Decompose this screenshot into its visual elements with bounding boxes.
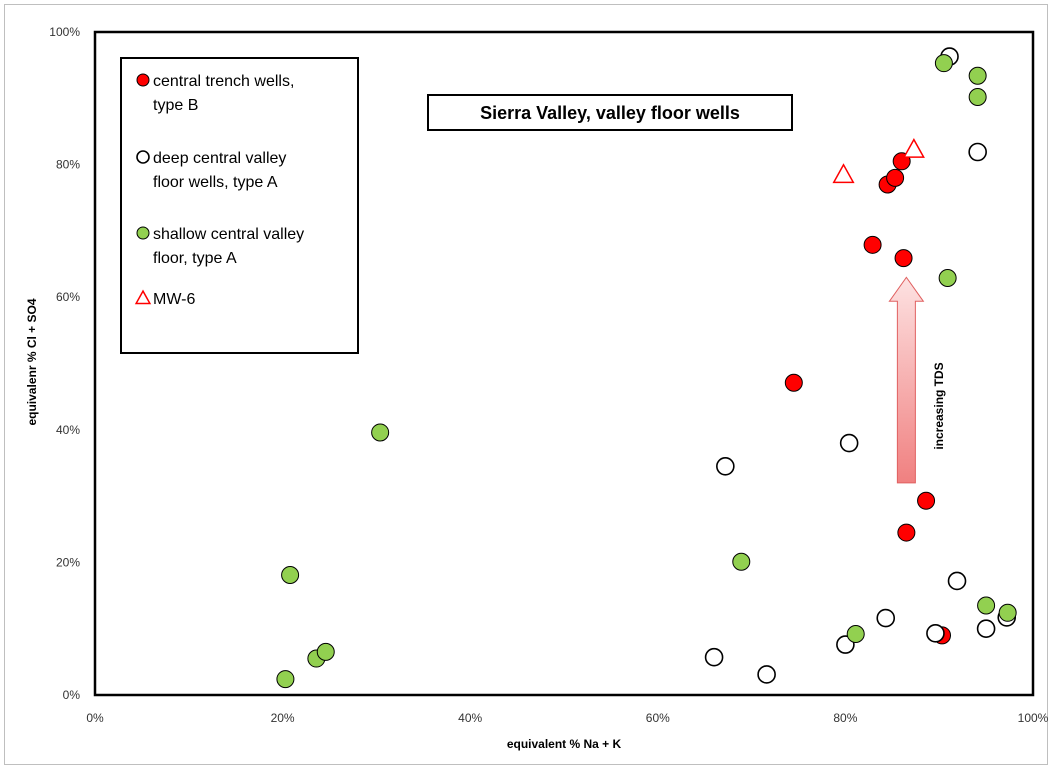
data-point-series-1 [706,649,723,666]
data-point-series-1 [717,458,734,475]
x-tick-label: 80% [833,711,857,725]
data-point-series-0 [895,250,912,267]
y-tick-label: 80% [56,158,80,172]
chart-title: Sierra Valley, valley floor wells [480,103,740,123]
x-axis-title: equivalent % Na + K [507,737,622,751]
data-point-series-2 [277,671,294,688]
increasing-tds-label: increasing TDS [932,362,946,449]
legend-marker-series-0 [137,74,149,86]
data-point-series-2 [939,269,956,286]
data-point-series-1 [877,610,894,627]
data-point-series-1 [758,666,775,683]
x-tick-label: 40% [458,711,482,725]
data-point-series-2 [733,553,750,570]
x-tick-label: 60% [646,711,670,725]
data-point-series-2 [935,55,952,72]
y-axis-title: equivalenr % Cl + SO4 [25,298,39,425]
data-point-series-1 [978,620,995,637]
data-point-series-0 [785,374,802,391]
y-tick-label: 40% [56,423,80,437]
data-point-series-2 [999,604,1016,621]
data-point-series-2 [969,67,986,84]
legend-label-series-3: MW-6 [153,291,195,308]
legend-marker-series-1 [137,151,149,163]
data-point-series-2 [317,643,334,660]
data-point-series-2 [969,88,986,105]
x-tick-label: 100% [1018,711,1049,725]
y-tick-label: 60% [56,290,80,304]
data-point-series-0 [864,236,881,253]
data-point-series-2 [978,597,995,614]
y-tick-label: 100% [49,25,80,39]
data-point-series-1 [927,625,944,642]
data-point-series-0 [887,169,904,186]
y-tick-label: 0% [63,688,81,702]
legend-marker-series-2 [137,227,149,239]
data-point-series-0 [918,492,935,509]
data-point-series-1 [969,144,986,161]
x-tick-label: 20% [271,711,295,725]
data-point-series-1 [949,572,966,589]
y-tick-label: 20% [56,555,80,569]
data-point-series-2 [372,424,389,441]
data-point-series-2 [282,566,299,583]
data-point-series-0 [898,524,915,541]
x-tick-label: 0% [86,711,104,725]
data-point-series-2 [847,626,864,643]
data-point-series-1 [841,435,858,452]
